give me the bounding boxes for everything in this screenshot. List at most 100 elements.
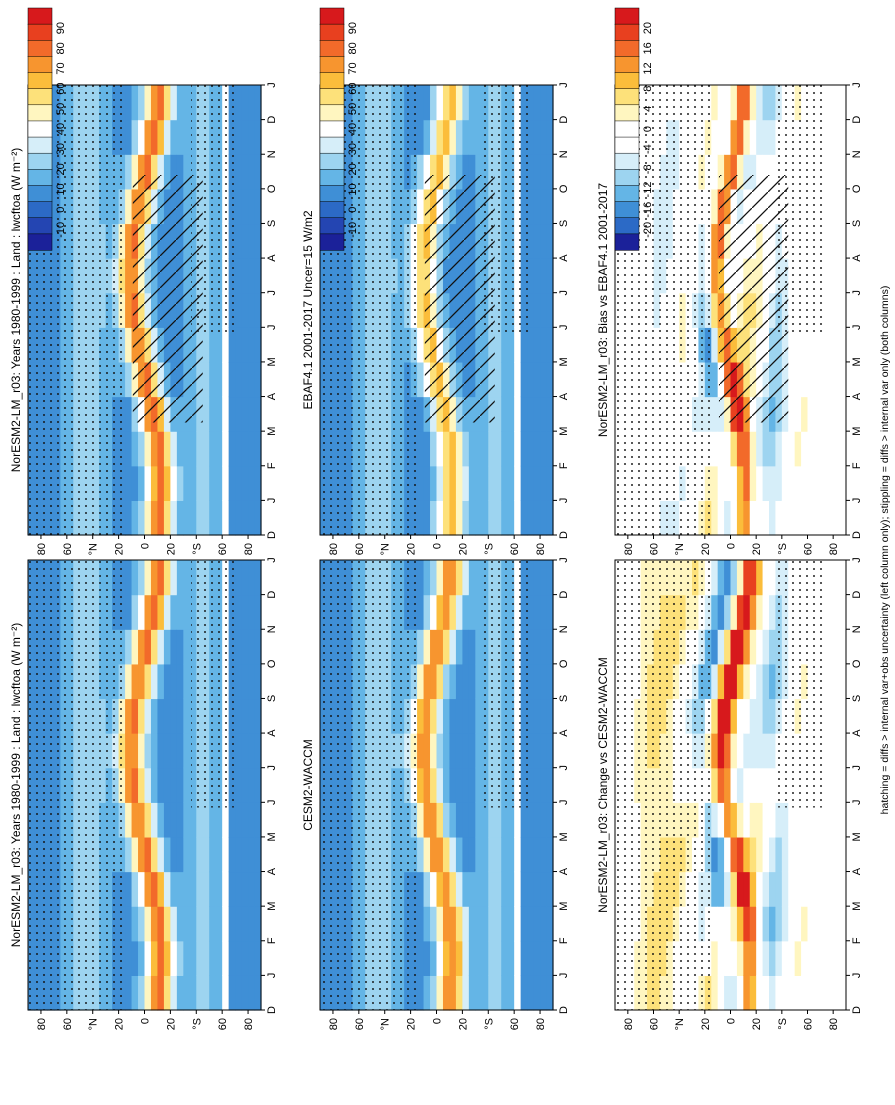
heat-cell xyxy=(717,871,725,907)
heat-cell xyxy=(455,594,463,630)
heat-cell xyxy=(442,560,451,596)
heat-cell xyxy=(546,906,554,942)
heat-cell xyxy=(183,975,191,1011)
heat-cell xyxy=(150,698,159,734)
heat-cell xyxy=(125,500,133,536)
heat-cell xyxy=(202,361,210,398)
lat-tick-label: °S xyxy=(483,543,495,555)
heat-cell xyxy=(254,663,262,700)
heat-cell xyxy=(756,560,764,596)
heat-cell xyxy=(540,223,548,259)
heat-cell xyxy=(507,836,515,873)
colorbar-swatch xyxy=(614,56,640,74)
heat-cell xyxy=(254,465,262,501)
heat-cell xyxy=(769,500,777,536)
heat-cell xyxy=(449,560,457,596)
heat-cell xyxy=(749,465,757,501)
heat-cell xyxy=(736,733,744,769)
month-tick-label: J xyxy=(851,498,863,504)
month-tick-label: D xyxy=(558,591,570,599)
heat-cell xyxy=(736,431,744,467)
heat-cell xyxy=(717,733,725,769)
heat-cell xyxy=(157,560,165,596)
heat-cell xyxy=(468,767,476,803)
heat-cell xyxy=(826,767,834,803)
heat-cell xyxy=(235,629,243,665)
heat-cell xyxy=(423,698,431,734)
heat-cell xyxy=(762,906,770,942)
heat-cell xyxy=(475,802,483,838)
heat-cell xyxy=(462,906,470,942)
heat-cell xyxy=(430,119,438,155)
panel-4: 80 60 °N 20 0 20 °S 60 80DJFMAMJJASONDJNorESM2-L… xyxy=(596,82,863,555)
heat-cell xyxy=(546,594,554,630)
heat-cell xyxy=(170,500,178,536)
heat-cell xyxy=(125,802,133,838)
colorbar-label: 0 xyxy=(55,207,67,213)
heat-cell xyxy=(455,663,463,700)
heat-cell xyxy=(794,871,802,907)
heat-cell xyxy=(730,663,738,700)
heat-cell xyxy=(488,431,496,467)
heat-cell xyxy=(235,871,243,907)
heat-cell xyxy=(724,119,732,155)
heat-cell xyxy=(833,560,841,596)
heat-cell xyxy=(183,629,191,665)
heat-cell xyxy=(235,431,243,467)
heat-cell xyxy=(163,733,171,769)
heat-cell xyxy=(749,629,757,665)
heat-cell xyxy=(430,594,438,630)
heat-cell xyxy=(540,258,548,294)
month-tick-label: J xyxy=(266,557,278,563)
heat-cell xyxy=(417,223,425,259)
heat-cell xyxy=(138,663,146,700)
heat-cell xyxy=(540,154,548,190)
month-tick-label: M xyxy=(266,832,278,841)
heat-cell xyxy=(533,560,541,596)
lat-tick-label: 0 xyxy=(432,1018,444,1024)
month-tick-label: S xyxy=(558,220,570,227)
heat-cell xyxy=(724,663,732,700)
heat-cell xyxy=(717,629,725,665)
heat-cell xyxy=(222,327,230,363)
heat-cell xyxy=(514,327,522,363)
lat-tick-label: 20 xyxy=(114,543,126,555)
heat-cell xyxy=(455,85,463,121)
colorbar-label: -20 xyxy=(642,222,654,238)
heat-cell xyxy=(163,465,171,501)
heat-cell xyxy=(248,594,256,630)
heat-cell xyxy=(430,836,438,873)
heat-cell xyxy=(209,361,217,398)
heat-cell xyxy=(138,560,146,596)
heat-cell xyxy=(215,361,223,398)
heat-cell xyxy=(756,119,764,155)
heat-cell xyxy=(717,940,725,976)
heat-cell xyxy=(423,465,431,501)
colorbar-swatch xyxy=(614,23,640,41)
heat-cell xyxy=(546,465,554,501)
heat-cell xyxy=(176,767,184,803)
heat-cell xyxy=(125,767,133,803)
heat-cell xyxy=(131,629,139,665)
heat-cell xyxy=(736,663,744,700)
heat-cell xyxy=(788,975,796,1011)
heat-cell xyxy=(215,802,223,838)
lat-tick-label: °N xyxy=(88,543,100,555)
heat-cell xyxy=(462,431,470,467)
colorbar-swatch xyxy=(27,104,53,122)
heat-cell xyxy=(183,940,191,976)
month-tick-label: J xyxy=(266,290,278,296)
heat-cell xyxy=(157,119,165,155)
heat-cell xyxy=(196,465,204,501)
heat-cell xyxy=(455,940,463,976)
heat-cell xyxy=(144,560,152,596)
heat-cell xyxy=(209,871,217,907)
heat-cell xyxy=(801,871,809,907)
heat-cell xyxy=(514,871,522,907)
heat-cell xyxy=(235,465,243,501)
heat-cell xyxy=(839,465,847,501)
heat-cell xyxy=(131,85,139,121)
heat-cell xyxy=(820,396,828,432)
heat-cell xyxy=(717,663,725,700)
heat-cell xyxy=(475,154,483,190)
